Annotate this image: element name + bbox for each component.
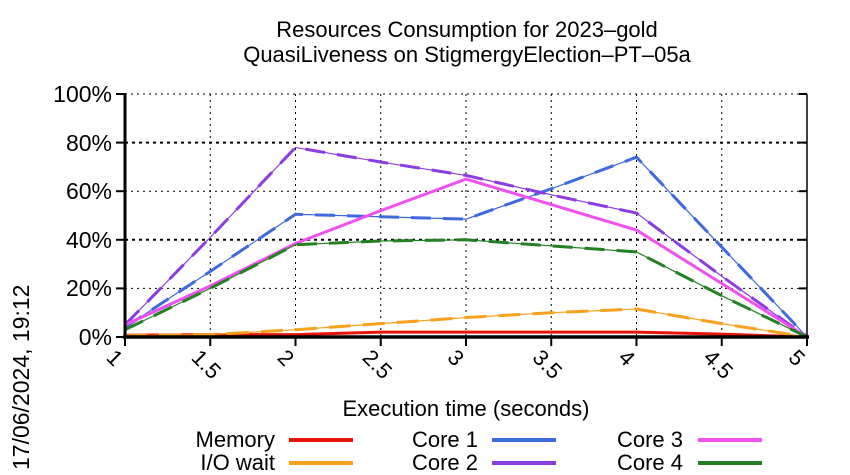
- legend-swatch-core-4: [698, 461, 762, 465]
- y-tick-label-60%: 60%: [65, 178, 112, 205]
- series-line-core-1: [124, 155, 809, 339]
- chart-title-line1: Resources Consumption for 2023–gold: [276, 17, 658, 42]
- legend-swatch-core-3: [698, 438, 762, 442]
- y-tick-label-0%: 0%: [78, 324, 112, 350]
- y-tick-label-20%: 20%: [65, 275, 112, 302]
- y-tick-label-40%: 40%: [65, 226, 112, 253]
- x-axis-title: Execution time (seconds): [342, 396, 590, 421]
- chart-title: Resources Consumption for 2023–gold Quas…: [84, 17, 850, 67]
- series-line-core-4: [124, 238, 808, 339]
- y-tick-label-100%: 100%: [53, 81, 112, 107]
- legend-label-memory: Memory: [195, 427, 275, 452]
- legend-label-core-3: Core 3: [616, 427, 683, 452]
- legend-label-i-o-wait: I/O wait: [200, 450, 275, 475]
- legend-label-core-4: Core 4: [616, 450, 683, 475]
- legend-swatch-memory: [289, 438, 353, 442]
- series-line-i-o-wait: [124, 307, 808, 339]
- legend-swatch-core-2: [492, 461, 556, 465]
- legend-swatch-core-1: [492, 438, 556, 442]
- legend-label-core-2: Core 2: [411, 450, 478, 475]
- chart-title-line2: QuasiLiveness on StigmergyElection–PT–05…: [243, 42, 691, 67]
- series-line-memory: [124, 330, 808, 339]
- legend-swatch-i-o-wait: [289, 461, 353, 465]
- series-line-core-3: [124, 177, 808, 339]
- y-tick-label-80%: 80%: [65, 129, 112, 156]
- series-line-core-2: [123, 145, 808, 339]
- legend-label-core-1: Core 1: [411, 427, 478, 452]
